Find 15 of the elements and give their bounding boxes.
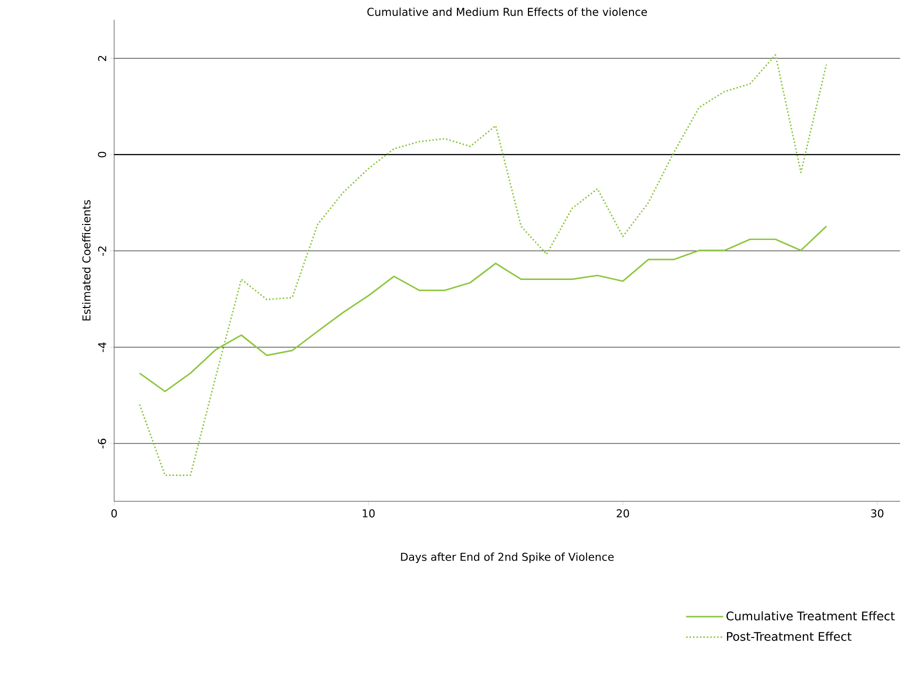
x-tick-label: 30 (871, 509, 884, 518)
y-tick-label: -4 (98, 342, 106, 352)
y-axis-title: Estimated Coefficients (82, 200, 91, 320)
x-axis-title: Days after End of 2nd Spike of Violence (401, 552, 614, 563)
chart-title: Cumulative and Medium Run Effects of the violence (367, 7, 647, 16)
line-series (138, 54, 828, 476)
x-tick-label: 0 (111, 509, 117, 518)
y-tick-label: -2 (98, 246, 106, 256)
x-tick-label: 10 (362, 509, 375, 518)
legend-label: Cumulative Treatment Effect (726, 611, 895, 620)
y-tick-label: -6 (98, 438, 106, 448)
y-tick-label: 0 (98, 152, 106, 158)
x-tick-label: 20 (616, 509, 630, 518)
y-tick-label: 2 (98, 56, 106, 61)
legend-label: Post-Treatment Effect (727, 632, 852, 641)
